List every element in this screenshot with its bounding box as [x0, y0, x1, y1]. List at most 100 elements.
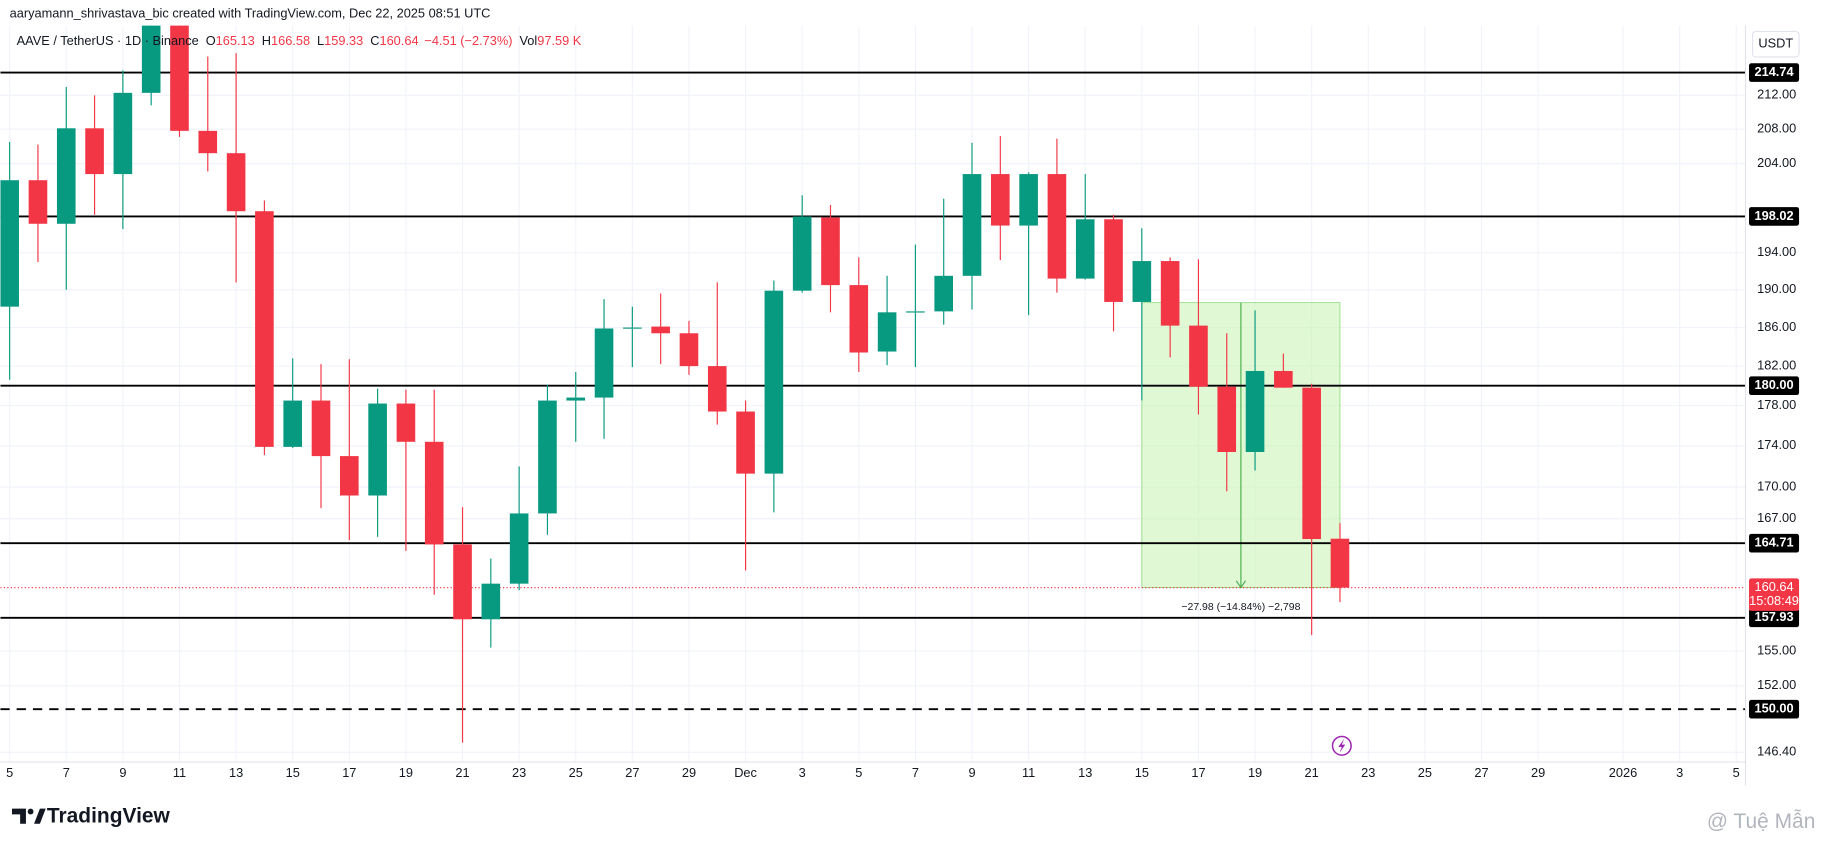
measure-arrowhead [1235, 580, 1247, 589]
candle-body [1330, 538, 1350, 588]
legend-value: 160.64 [379, 33, 418, 48]
candle-body [566, 397, 586, 401]
candle-body [1047, 174, 1067, 279]
candle-body [226, 153, 246, 212]
candle-body [792, 216, 812, 291]
candle-body [396, 403, 416, 442]
candle-body [170, 25, 189, 131]
candle-body [538, 400, 557, 514]
price-tag-label: 214.74 [1754, 64, 1794, 79]
x-tick-label: 13 [229, 765, 243, 780]
candle-body [1019, 174, 1038, 226]
legend-key: O [206, 33, 216, 48]
logo [11, 808, 46, 824]
candle-body [283, 400, 303, 447]
candle-body [934, 275, 954, 312]
x-tick-label: 7 [63, 765, 70, 780]
x-tick-label: 5 [1733, 765, 1740, 780]
x-tick-label: 13 [1078, 765, 1092, 780]
last-price-label: 160.64 [1754, 579, 1793, 594]
x-tick-label: 19 [399, 765, 413, 780]
candle-body [1132, 261, 1152, 302]
legend: AAVE / TetherUS · 1D · Binance O165.13 H16… [17, 33, 582, 48]
x-tick-label: 21 [455, 765, 469, 780]
candle-body [1075, 219, 1095, 279]
x-tick-label: 15 [1135, 765, 1149, 780]
candle-body [877, 312, 897, 352]
y-tick-label: 170.00 [1757, 479, 1796, 494]
candle-body [481, 583, 501, 620]
x-tick-label: 3 [799, 765, 806, 780]
candle-body [623, 327, 642, 329]
y-tick-label: 178.00 [1757, 397, 1796, 412]
price-tag [1749, 376, 1800, 396]
candle-body [1104, 219, 1123, 302]
candle-body [991, 174, 1010, 226]
candle-body [1160, 261, 1180, 326]
candle-body [311, 400, 331, 457]
candle-body [198, 130, 218, 154]
price-tag-label: 198.02 [1754, 208, 1793, 223]
logo-text: TradingView [47, 804, 171, 827]
y-tick-label: 182.00 [1757, 357, 1796, 372]
candle-body [56, 128, 76, 224]
x-tick-label: 21 [1305, 765, 1319, 780]
y-tick-label: 190.00 [1757, 281, 1796, 296]
candle-body [849, 285, 869, 353]
x-tick-label: 3 [1676, 765, 1683, 780]
x-tick-label: 17 [342, 765, 356, 780]
candle-body [141, 25, 161, 93]
y-tick-label: 194.00 [1757, 244, 1796, 259]
x-tick-label: 5 [6, 765, 13, 780]
x-tick-label: Dec [734, 765, 757, 780]
candle-body [255, 211, 274, 447]
price-tag [1749, 699, 1800, 719]
y-tick-label: 208.00 [1757, 121, 1796, 136]
candle-body [509, 513, 529, 584]
x-tick-label: 7 [912, 765, 919, 780]
last-price-tag [1749, 578, 1800, 611]
header-credit: aaryamann_shrivastava_bic created with T… [10, 5, 491, 20]
x-tick-label: 9 [968, 765, 975, 780]
price-tag-label: 157.93 [1754, 609, 1793, 624]
currency: USDT [1758, 36, 1793, 51]
x-tick-label: 15 [286, 765, 300, 780]
candle-body [28, 180, 48, 224]
x-tick-label: 9 [119, 765, 126, 780]
x-tick-label: 2026 [1609, 765, 1637, 780]
x-tick-label: 5 [855, 765, 862, 780]
candle-body [1274, 370, 1293, 388]
y-tick-label: 174.00 [1757, 437, 1796, 452]
y-tick-label: 152.00 [1757, 677, 1796, 692]
measure-label: −27.98 (−14.84%) −2,798 [1181, 602, 1300, 613]
price-tag [1749, 63, 1800, 82]
plot-area [0, 25, 1746, 743]
legend-key: L [317, 33, 324, 48]
candle-body [651, 326, 670, 334]
y-tick-label: 212.00 [1757, 87, 1796, 102]
candle-body [85, 128, 104, 175]
candle-body [707, 366, 727, 412]
x-tick-label: 27 [1474, 765, 1488, 780]
price-tag [1749, 207, 1800, 226]
legend-key: Vol [519, 33, 537, 48]
price-tag [1749, 533, 1800, 553]
legend-key: C [370, 33, 379, 48]
candle-body [453, 544, 472, 620]
countdown-label: 15:08:49 [1749, 593, 1799, 608]
legend-symbol: AAVE / TetherUS · 1D · Binance [17, 33, 199, 48]
y-tick-label: 155.00 [1757, 642, 1796, 657]
x-tick-label: 23 [512, 765, 526, 780]
candle-body [764, 290, 784, 474]
candle-body [962, 174, 982, 276]
y-tick-label: 146.40 [1757, 744, 1796, 759]
legend-key: H [262, 33, 271, 48]
x-tick-label: 19 [1248, 765, 1262, 780]
candle-body [594, 328, 614, 398]
candle-body [679, 333, 699, 367]
x-tick-label: 25 [1418, 765, 1432, 780]
x-tick-label: 23 [1361, 765, 1375, 780]
x-tick-label: 29 [682, 765, 696, 780]
